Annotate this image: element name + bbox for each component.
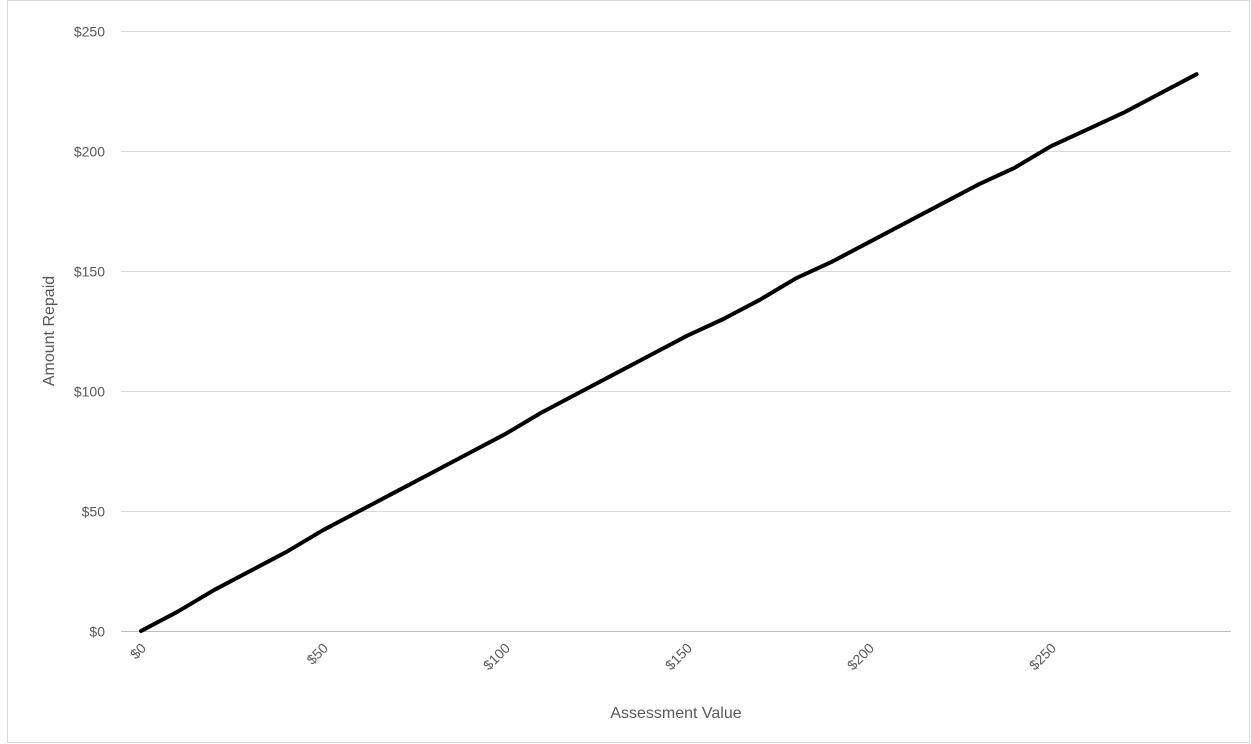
y-axis-title: Amount Repaid xyxy=(41,276,58,386)
y-tick-label: $150 xyxy=(74,264,105,280)
y-tick-label: $200 xyxy=(74,144,105,160)
chart-frame xyxy=(7,0,1250,743)
x-axis-title: Assessment Value xyxy=(610,705,741,722)
x-tick-label: $150 xyxy=(662,640,695,673)
y-tick-label: $250 xyxy=(74,24,105,40)
x-tick-label: $200 xyxy=(844,640,877,673)
series-layer xyxy=(139,72,1199,633)
y-tick-label: $100 xyxy=(74,384,105,400)
y-tick-labels: $0 $50 $100 $150 $200 $250 xyxy=(74,24,105,640)
y-tick-label: $50 xyxy=(82,504,106,520)
series-line xyxy=(139,72,1199,633)
x-tick-labels: $0 $50 $100 $150 $200 $250 xyxy=(127,640,1059,673)
x-tick-label: $0 xyxy=(127,640,149,662)
x-tick-label: $50 xyxy=(303,640,331,668)
gridlines xyxy=(121,31,1231,632)
y-tick-label: $0 xyxy=(89,624,105,640)
x-tick-label: $250 xyxy=(1026,640,1059,673)
x-tick-label: $100 xyxy=(480,640,513,673)
